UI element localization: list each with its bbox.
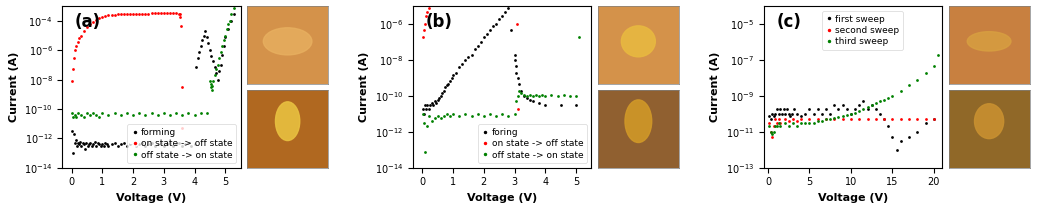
Legend: first sweep, second sweep, third sweep: first sweep, second sweep, third sweep xyxy=(822,11,903,50)
X-axis label: Voltage (V): Voltage (V) xyxy=(467,193,538,203)
Legend: forming, on state -> off state, off state -> on state: forming, on state -> off state, off stat… xyxy=(127,124,236,163)
Text: (c): (c) xyxy=(777,13,801,31)
Text: (a): (a) xyxy=(75,13,101,31)
X-axis label: Voltage (V): Voltage (V) xyxy=(116,193,186,203)
Ellipse shape xyxy=(276,102,300,141)
Ellipse shape xyxy=(974,104,1004,139)
Ellipse shape xyxy=(263,28,312,55)
Y-axis label: Current (A): Current (A) xyxy=(710,52,721,122)
Ellipse shape xyxy=(621,26,655,57)
X-axis label: Voltage (V): Voltage (V) xyxy=(817,193,888,203)
Text: (b): (b) xyxy=(425,13,452,31)
Legend: foring, on state -> off state, off state -> on state: foring, on state -> off state, off state… xyxy=(478,124,587,163)
Y-axis label: Current (A): Current (A) xyxy=(8,52,19,122)
Ellipse shape xyxy=(625,100,652,143)
Y-axis label: Current (A): Current (A) xyxy=(360,52,369,122)
Ellipse shape xyxy=(967,32,1011,51)
